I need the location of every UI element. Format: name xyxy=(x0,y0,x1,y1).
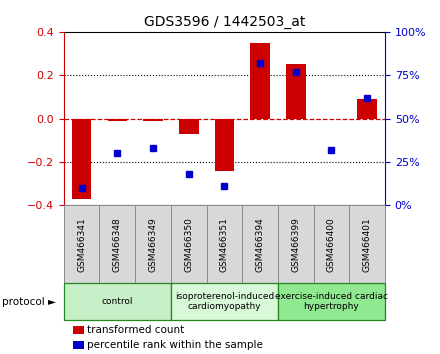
Text: percentile rank within the sample: percentile rank within the sample xyxy=(87,340,263,350)
Text: GSM466400: GSM466400 xyxy=(327,217,336,272)
Bar xyxy=(314,205,349,283)
Bar xyxy=(250,43,270,119)
Bar xyxy=(349,205,385,283)
Text: GSM466341: GSM466341 xyxy=(77,217,86,272)
Bar xyxy=(64,205,99,283)
Bar xyxy=(179,119,198,134)
Text: protocol ►: protocol ► xyxy=(2,297,56,307)
Text: GSM466350: GSM466350 xyxy=(184,217,193,272)
Bar xyxy=(143,119,163,121)
Text: exercise-induced cardiac
hypertrophy: exercise-induced cardiac hypertrophy xyxy=(275,292,388,312)
Bar xyxy=(278,283,385,320)
Bar xyxy=(206,205,242,283)
Text: GSM466348: GSM466348 xyxy=(113,217,122,272)
Text: control: control xyxy=(102,297,133,306)
Bar xyxy=(357,99,377,119)
Bar xyxy=(72,119,92,199)
Bar xyxy=(107,119,127,121)
Bar xyxy=(171,205,206,283)
Bar xyxy=(242,205,278,283)
Bar xyxy=(171,283,278,320)
Text: transformed count: transformed count xyxy=(87,325,184,335)
Text: GSM466401: GSM466401 xyxy=(363,217,372,272)
Bar xyxy=(286,64,306,119)
Text: isoproterenol-induced
cardiomyopathy: isoproterenol-induced cardiomyopathy xyxy=(175,292,274,312)
Bar xyxy=(215,119,234,171)
Text: GSM466349: GSM466349 xyxy=(149,217,158,272)
Bar xyxy=(278,205,314,283)
Bar xyxy=(135,205,171,283)
Bar xyxy=(64,283,171,320)
Text: GSM466394: GSM466394 xyxy=(256,217,264,272)
Title: GDS3596 / 1442503_at: GDS3596 / 1442503_at xyxy=(144,16,305,29)
Text: GSM466399: GSM466399 xyxy=(291,217,300,272)
Text: GSM466351: GSM466351 xyxy=(220,217,229,272)
Bar xyxy=(99,205,135,283)
